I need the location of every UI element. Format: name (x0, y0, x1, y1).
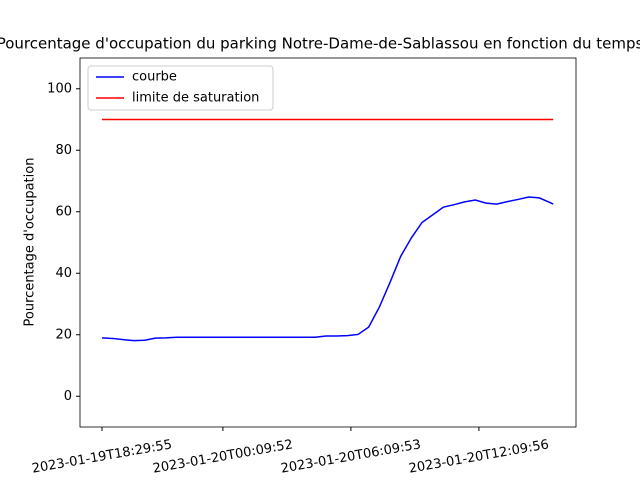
y-axis-label: Pourcentage d'occupation (23, 158, 38, 327)
legend-box (87, 65, 274, 111)
legend-label: courbe (132, 70, 177, 85)
y-tick-label: 0 (64, 389, 72, 404)
y-tick-label: 80 (55, 143, 72, 158)
y-tick-label: 60 (55, 204, 72, 219)
y-tick-label: 40 (55, 266, 72, 281)
plot-frame (79, 57, 577, 428)
y-tick-label: 20 (55, 327, 72, 342)
legend-label: limite de saturation (132, 91, 259, 106)
y-tick-label: 100 (47, 81, 72, 96)
data-line (101, 196, 554, 342)
chart-title: Pourcentage d'occupation du parking Notr… (0, 35, 640, 53)
